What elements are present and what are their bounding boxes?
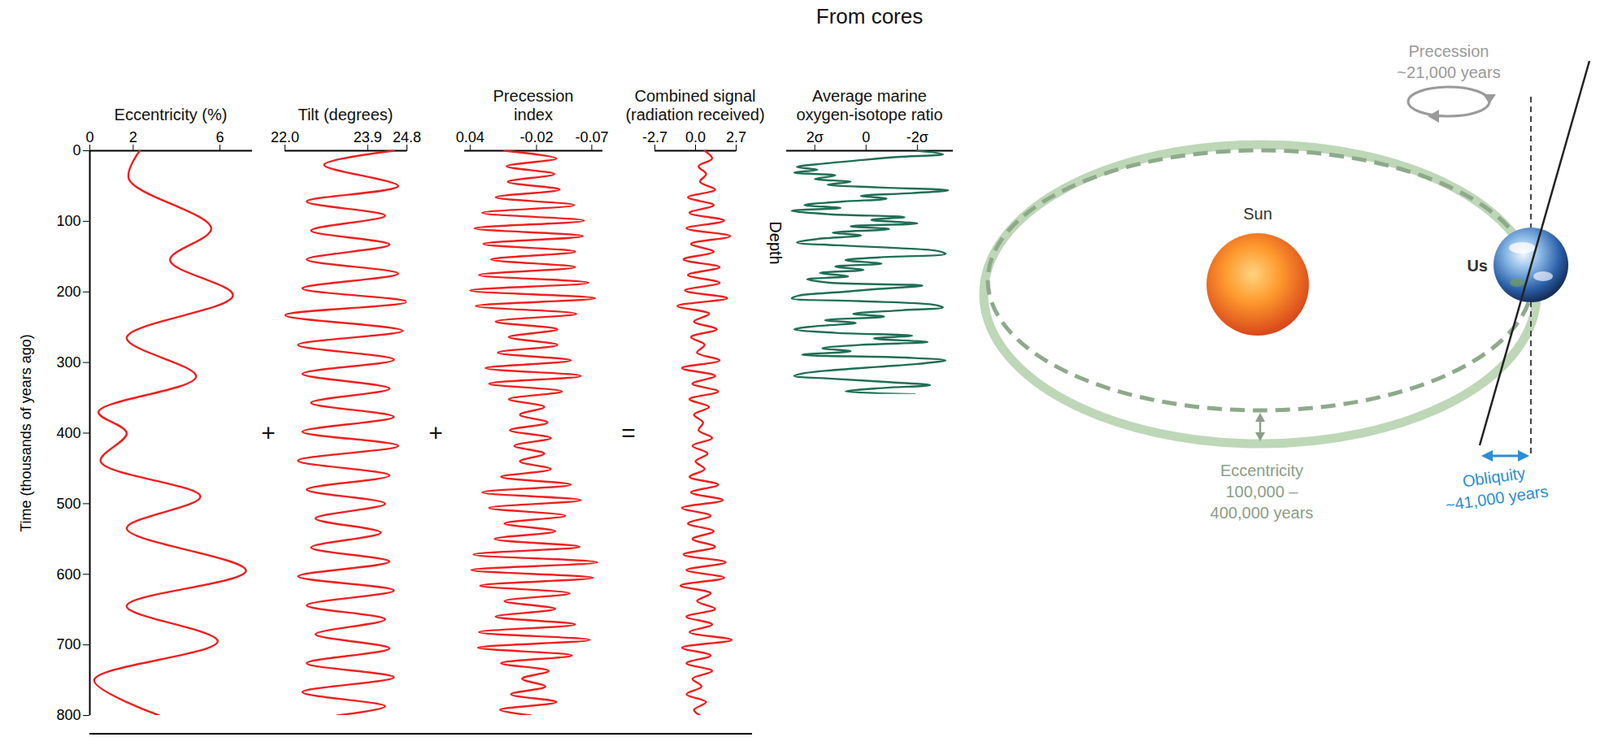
svg-text:Time (thousands of years ago): Time (thousands of years ago) (17, 334, 35, 532)
svg-text:500: 500 (56, 495, 81, 513)
html-text:Precession index: Precession index (493, 87, 574, 124)
svg-text:2σ: 2σ (806, 129, 824, 146)
svg-text:100,000 –: 100,000 – (1226, 482, 1300, 501)
svg-text:-2.7: -2.7 (642, 129, 668, 146)
svg-text:23.9: 23.9 (353, 129, 383, 146)
svg-text:200: 200 (56, 283, 81, 300)
svg-text:~21,000 years: ~21,000 years (1396, 63, 1500, 82)
svg-text:0.0: 0.0 (685, 129, 706, 146)
svg-text:0: 0 (861, 129, 870, 146)
svg-text:~41,000 years: ~41,000 years (1444, 482, 1550, 515)
svg-text:Sun: Sun (1243, 204, 1273, 223)
svg-text:24.8: 24.8 (392, 129, 422, 146)
svg-text:0: 0 (85, 129, 94, 146)
svg-text:Eccentricity: Eccentricity (1220, 461, 1304, 480)
svg-text:300: 300 (56, 354, 81, 371)
svg-text:2.7: 2.7 (726, 129, 747, 146)
svg-text:0.04: 0.04 (456, 129, 485, 146)
html-text:From cores: From cores (816, 4, 923, 29)
svg-text:100: 100 (56, 213, 81, 230)
svg-text:0: 0 (72, 142, 81, 159)
svg-text:Us: Us (1466, 256, 1488, 275)
svg-text:400: 400 (56, 425, 81, 442)
svg-text:6: 6 (215, 129, 224, 146)
svg-text:800: 800 (56, 707, 81, 724)
svg-text:700: 700 (56, 636, 81, 653)
svg-text:-0.07: -0.07 (574, 129, 609, 146)
html-text:Eccentricity (%): Eccentricity (%) (114, 105, 228, 124)
svg-text:Precession: Precession (1408, 42, 1490, 61)
html-text:Depth: Depth (766, 221, 785, 265)
html-text:Tilt (degrees): Tilt (degrees) (297, 105, 394, 124)
svg-text:-0.02: -0.02 (519, 129, 553, 146)
html-text:Average marine oxygen-isotope: Average marine oxygen-isotope ratio (796, 87, 943, 124)
html-text:Combined signal (radiation rec: Combined signal (radiation received) (625, 87, 765, 124)
svg-text:2: 2 (129, 129, 138, 146)
svg-text:Obliquity: Obliquity (1460, 464, 1527, 492)
svg-text:600: 600 (56, 566, 81, 583)
svg-text:-2σ: -2σ (906, 129, 929, 146)
svg-text:22.0: 22.0 (270, 129, 300, 146)
svg-text:400,000 years: 400,000 years (1210, 504, 1314, 522)
